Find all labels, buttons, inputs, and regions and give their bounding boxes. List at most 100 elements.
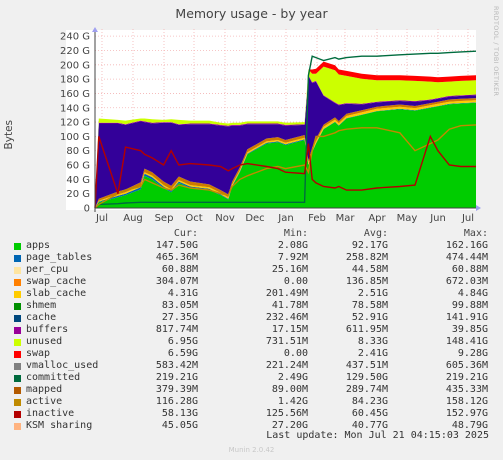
legend-min: 1.42G [277, 396, 308, 407]
line-active [94, 124, 477, 209]
legend-max: 99.88M [451, 300, 488, 311]
legend-swatch [14, 387, 21, 394]
legend-swatch [14, 351, 21, 358]
y-tick-label: 240 G [60, 32, 90, 43]
x-tick-label: Apr [368, 213, 386, 224]
legend-avg: 40.77G [351, 420, 388, 431]
legend-cur: 6.95G [167, 336, 198, 347]
legend-avg: 258.82M [345, 252, 388, 263]
legend-row: vmalloc_used 583.42M 221.24M 437.51M 605.36M [0, 360, 503, 372]
munin-version: Munin 2.0.42 [228, 446, 275, 454]
x-tick-label: Jul [461, 213, 474, 224]
legend-max: 435.33M [445, 384, 488, 395]
legend-name: per_cpu [26, 264, 69, 275]
legend-max: 141.91G [445, 312, 488, 323]
y-tick-label: 60 G [66, 161, 90, 172]
legend-swatch [14, 243, 21, 250]
x-tick-label: Mar [336, 213, 356, 224]
legend-row: cache 27.35G 232.46M 52.91G 141.91G [0, 312, 503, 324]
legend-row: page_tables 465.36M 7.92M 258.82M 474.44M [0, 252, 503, 264]
legend-name: committed [26, 372, 81, 383]
y-tick-label: 40 G [66, 175, 90, 186]
legend-max: 60.88M [451, 264, 488, 275]
legend-swatch [14, 423, 21, 430]
header-min: Min: [283, 228, 308, 239]
legend-swatch [14, 291, 21, 298]
legend-header-row: Cur: Min: Avg: Max: [0, 228, 503, 240]
legend-cur: 465.36M [155, 252, 198, 263]
area-cache [95, 75, 476, 209]
x-axis-arrow [476, 205, 481, 211]
legend-avg: 611.95M [345, 324, 388, 335]
legend-name: shmem [26, 300, 57, 311]
legend-cur: 147.50G [155, 240, 198, 251]
y-tick-label: 100 G [60, 132, 90, 143]
header-max: Max: [463, 228, 488, 239]
y-tick-label: 120 G [60, 118, 90, 129]
legend-name: inactive [26, 408, 75, 419]
legend-name: unused [26, 336, 63, 347]
legend-min: 41.78M [271, 300, 308, 311]
legend-max: 39.85G [451, 324, 488, 335]
legend-name: swap_cache [26, 276, 87, 287]
y-ticks: 0 20 G 40 G 60 G 80 G 100 G 120 G 140 G 160 G 180… [60, 32, 90, 215]
legend-row: KSM sharing 45.05G 27.20G 40.77G 48.79G [0, 420, 503, 432]
line-series [94, 50, 477, 209]
legend-min: 731.51M [265, 336, 308, 347]
y-tick-label: 180 G [60, 75, 90, 86]
legend-cur: 219.21G [155, 372, 198, 383]
legend-swatch [14, 411, 21, 418]
legend-cur: 817.74M [155, 324, 198, 335]
legend-swatch [14, 375, 21, 382]
legend-min: 232.46M [265, 312, 308, 323]
y-axis-arrow [92, 27, 98, 32]
y-tick-label: 140 G [60, 103, 90, 114]
legend-row: inactive 58.13G 125.56M 60.45G 152.97G [0, 408, 503, 420]
x-tick-label: Jan [277, 213, 293, 224]
legend-min: 0.00 [283, 348, 308, 359]
legend-avg: 2.41G [357, 348, 388, 359]
legend-min: 17.15M [271, 324, 308, 335]
legend-name: slab_cache [26, 288, 87, 299]
legend-swatch [14, 399, 21, 406]
y-tick-label: 200 G [60, 60, 90, 71]
y-tick-label: 220 G [60, 46, 90, 57]
legend-swatch [14, 315, 21, 322]
y-tick-label: 0 [84, 204, 90, 215]
legend-avg: 129.50G [345, 372, 388, 383]
x-tick-label: Jun [429, 213, 446, 224]
legend-max: 48.79G [451, 420, 488, 431]
legend-swatch [14, 327, 21, 334]
x-tick-label: Aug [123, 213, 143, 224]
legend-avg: 52.91G [351, 312, 388, 323]
legend-cur: 304.07M [155, 276, 198, 287]
legend-max: 158.12G [445, 396, 488, 407]
legend-max: 152.97G [445, 408, 488, 419]
legend-cur: 60.88M [161, 264, 198, 275]
legend-name: KSM sharing [26, 420, 93, 431]
legend-min: 221.24M [265, 360, 308, 371]
legend-row: apps 147.50G 2.08G 92.17G 162.16G [0, 240, 503, 252]
x-tick-label: Nov [215, 213, 235, 224]
header-avg: Avg: [363, 228, 388, 239]
legend-name: mapped [26, 384, 63, 395]
legend-avg: 2.51G [357, 288, 388, 299]
last-update: Last update: Mon Jul 21 04:15:03 2025 [266, 430, 489, 441]
rrdtool-watermark: RRDTOOL / TOBI OETIKER [492, 6, 500, 97]
chart-title: Memory usage - by year [175, 6, 328, 21]
legend-avg: 84.23G [351, 396, 388, 407]
legend-swatch [14, 339, 21, 346]
legend-max: 672.03M [445, 276, 488, 287]
x-tick-label: Jul [95, 213, 108, 224]
legend-max: 605.36M [445, 360, 488, 371]
legend-swatch [14, 363, 21, 370]
legend-min: 2.08G [277, 240, 308, 251]
legend-row: buffers 817.74M 17.15M 611.95M 39.85G [0, 324, 503, 336]
legend-swatch [14, 267, 21, 274]
header-cur: Cur: [173, 228, 198, 239]
legend-avg: 289.74M [345, 384, 388, 395]
legend-avg: 437.51M [345, 360, 388, 371]
legend-avg: 136.85M [345, 276, 388, 287]
legend-name: swap [26, 348, 51, 359]
legend-max: 148.41G [445, 336, 488, 347]
